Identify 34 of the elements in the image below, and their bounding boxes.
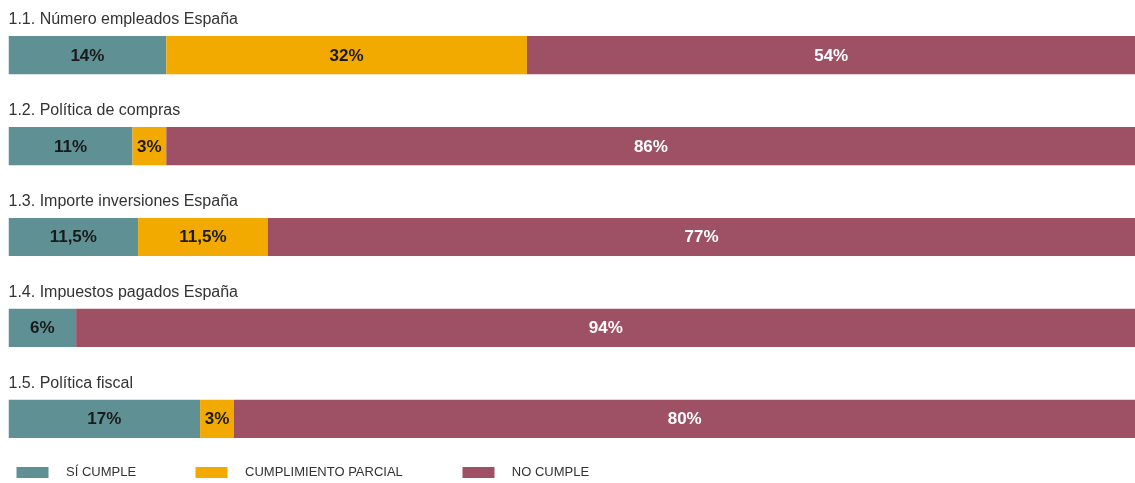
data-label: 11,5% bbox=[179, 227, 227, 247]
data-label: 77% bbox=[684, 227, 719, 247]
data-label: 32% bbox=[329, 45, 364, 65]
bar bbox=[8, 126, 133, 166]
legend-label: CUMPLIMIENTO PARCIAL bbox=[245, 464, 403, 479]
y-tick-label: 1.4. Impuestos pagados España bbox=[8, 283, 239, 301]
y-tick-label: 1.3. Importe inversiones España bbox=[8, 192, 239, 210]
data-label: 54% bbox=[814, 45, 849, 65]
data-label: 80% bbox=[667, 409, 702, 429]
bar bbox=[267, 217, 1135, 257]
y-tick-label: 1.5. Política fiscal bbox=[8, 374, 133, 392]
bar bbox=[8, 308, 77, 348]
data-label: 86% bbox=[633, 136, 668, 156]
bar bbox=[8, 217, 139, 257]
bar bbox=[8, 35, 167, 75]
y-tick-label: 1.1. Número empleados España bbox=[8, 10, 239, 28]
bar bbox=[166, 126, 1135, 166]
bar bbox=[166, 35, 527, 75]
bar bbox=[233, 399, 1135, 439]
data-label: 17% bbox=[87, 409, 122, 429]
y-tick-label: 1.2. Política de compras bbox=[8, 101, 181, 119]
data-label: 11,5% bbox=[49, 227, 97, 247]
bar bbox=[138, 217, 268, 257]
data-label: 3% bbox=[137, 136, 162, 156]
bar bbox=[8, 399, 201, 439]
data-label: 3% bbox=[204, 409, 230, 429]
legend-label: NO CUMPLE bbox=[511, 464, 590, 479]
data-label: 6% bbox=[30, 318, 55, 338]
legend-label: SÍ CUMPLE bbox=[66, 464, 137, 479]
data-label: 94% bbox=[588, 318, 623, 338]
data-label: 11% bbox=[53, 136, 88, 156]
bar bbox=[526, 35, 1135, 75]
bar bbox=[76, 308, 1135, 348]
data-label: 14% bbox=[70, 45, 105, 65]
